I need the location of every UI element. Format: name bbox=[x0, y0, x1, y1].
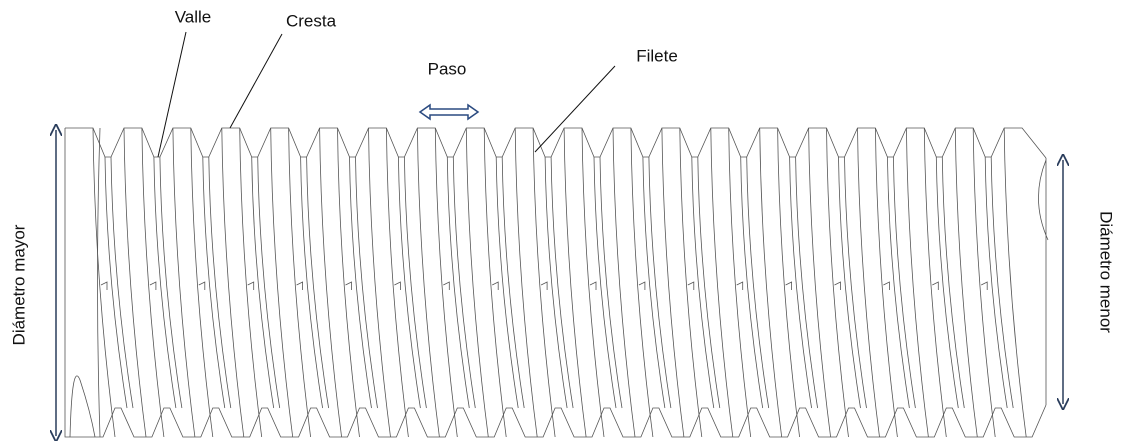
thread-line bbox=[545, 157, 567, 408]
thread-notch bbox=[883, 282, 889, 290]
thread-line bbox=[936, 157, 958, 408]
thread-notch bbox=[639, 282, 645, 290]
leader-line bbox=[158, 32, 186, 157]
thread-line bbox=[893, 157, 915, 408]
thread-notch bbox=[394, 282, 400, 290]
thread-line bbox=[741, 157, 763, 408]
thread-line bbox=[398, 157, 420, 408]
thread-notch bbox=[199, 282, 205, 290]
thread-notch bbox=[297, 282, 303, 290]
top-profile bbox=[65, 128, 1046, 158]
thread-line bbox=[643, 157, 665, 408]
thread-line bbox=[447, 157, 469, 408]
thread-notch bbox=[248, 282, 254, 290]
thread-line bbox=[252, 157, 274, 408]
thread-line bbox=[991, 157, 1013, 408]
thread-line bbox=[594, 157, 616, 408]
thread-line bbox=[160, 157, 182, 408]
thread-notch bbox=[590, 282, 596, 290]
thread-notch bbox=[981, 282, 987, 290]
bottom-profile bbox=[65, 128, 1046, 437]
minor-diameter-label: Diámetro menor bbox=[1097, 211, 1116, 333]
crest-label: Cresta bbox=[286, 11, 337, 30]
thread-line bbox=[105, 157, 127, 408]
thread-line bbox=[350, 157, 372, 408]
thread-line bbox=[453, 157, 475, 408]
thread-notch bbox=[786, 282, 792, 290]
thread-line bbox=[692, 157, 714, 408]
thread-line bbox=[942, 157, 964, 408]
thread-notch bbox=[932, 282, 938, 290]
thread-line bbox=[649, 157, 671, 408]
major-diameter-label: Diámetro mayor bbox=[9, 224, 28, 345]
screw-diagram: Valle Cresta Paso Filete Diámetro mayor … bbox=[0, 0, 1123, 441]
thread-notch bbox=[443, 282, 449, 290]
thread-notch bbox=[346, 282, 352, 290]
thread-label: Filete bbox=[636, 46, 678, 65]
thread-line bbox=[747, 157, 769, 408]
thread-line bbox=[839, 157, 861, 408]
thread-notch bbox=[150, 282, 156, 290]
thread-line bbox=[203, 157, 225, 408]
thread-line bbox=[845, 157, 867, 408]
end-cap bbox=[1038, 158, 1048, 405]
thread-line bbox=[496, 157, 518, 408]
leader-line bbox=[230, 34, 282, 128]
thread-line bbox=[551, 157, 573, 408]
thread-line bbox=[796, 157, 818, 408]
screw bbox=[65, 128, 1048, 437]
thread-notch bbox=[541, 282, 547, 290]
thread-line bbox=[502, 157, 524, 408]
valley-label: Valle bbox=[175, 7, 212, 26]
end-detail bbox=[70, 128, 100, 437]
thread-line bbox=[1004, 128, 1026, 437]
thread-line bbox=[209, 157, 231, 408]
thread-line bbox=[985, 157, 1007, 408]
thread-line bbox=[258, 157, 280, 408]
thread-line bbox=[887, 157, 909, 408]
thread-line bbox=[111, 157, 133, 408]
thread-line bbox=[356, 157, 378, 408]
thread-notch bbox=[835, 282, 841, 290]
thread-line bbox=[307, 157, 329, 408]
thread-line bbox=[790, 157, 812, 408]
thread-notch bbox=[688, 282, 694, 290]
thread-line bbox=[698, 157, 720, 408]
pitch-label: Paso bbox=[428, 59, 467, 78]
thread-line bbox=[154, 157, 176, 408]
leader-line bbox=[535, 66, 615, 152]
thread-line bbox=[600, 157, 622, 408]
thread-notch bbox=[492, 282, 498, 290]
pitch-arrow bbox=[420, 105, 478, 119]
thread-line bbox=[301, 157, 323, 408]
thread-notch bbox=[737, 282, 743, 290]
thread-notch bbox=[101, 282, 107, 290]
thread-line bbox=[404, 157, 426, 408]
